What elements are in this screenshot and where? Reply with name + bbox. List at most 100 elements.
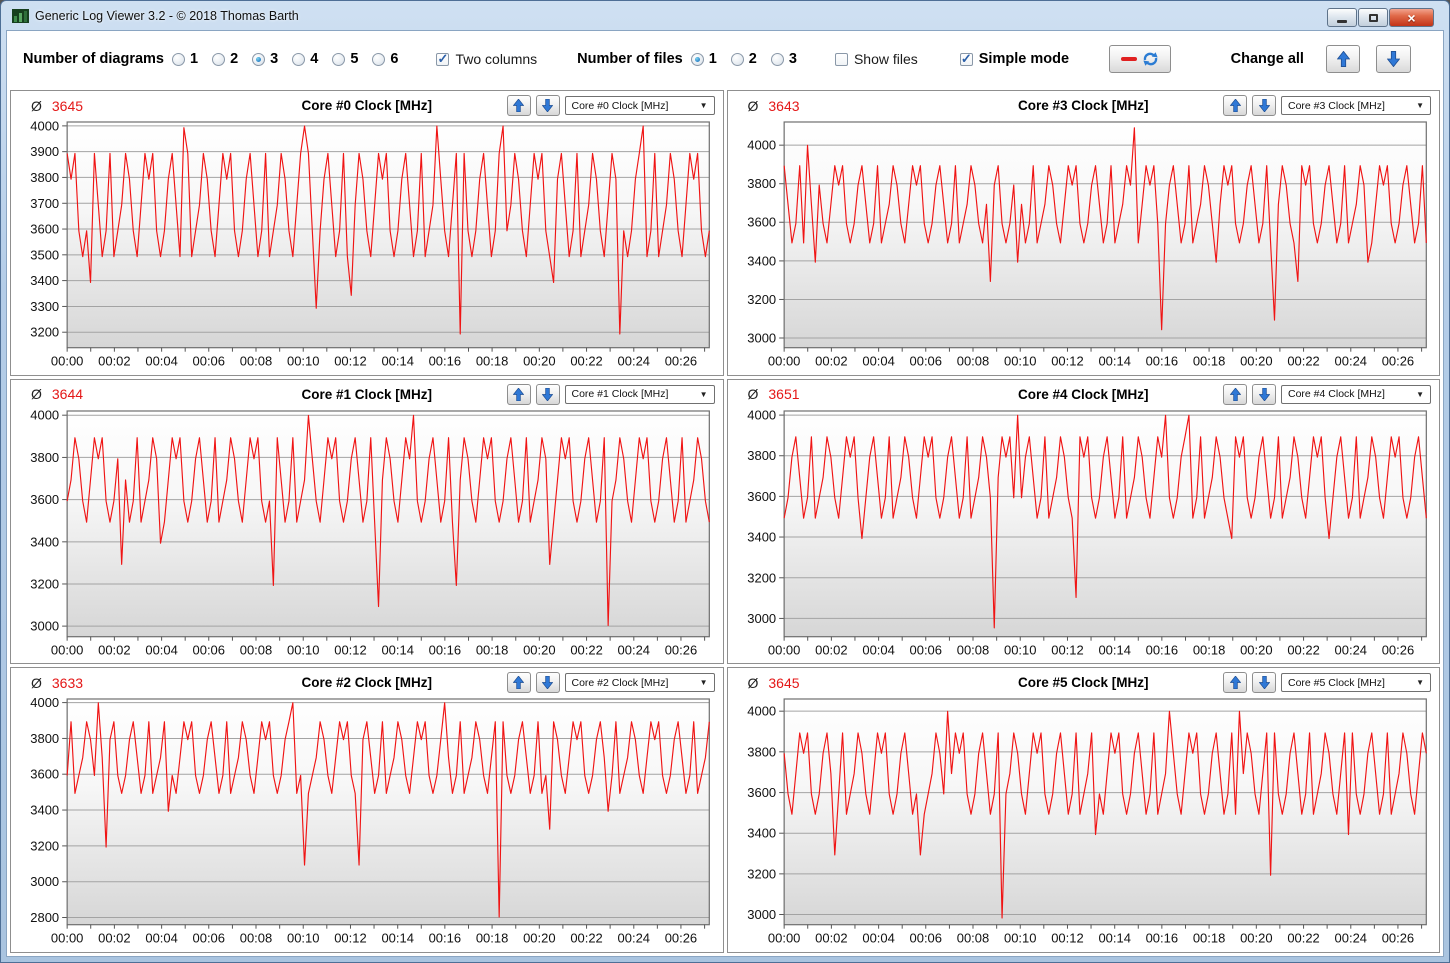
svg-text:00:26: 00:26 — [665, 354, 697, 369]
svg-text:3400: 3400 — [30, 534, 59, 549]
panel-header: Ø 3645 Core #0 Clock [MHz] Core #0 Clock… — [11, 91, 723, 117]
panel-header: Ø 3645 Core #5 Clock [MHz] Core #5 Clock… — [728, 668, 1440, 694]
svg-text:3800: 3800 — [30, 450, 59, 465]
svg-text:00:26: 00:26 — [1381, 642, 1413, 657]
change-all-up-button[interactable] — [1325, 45, 1361, 73]
radio-option-2[interactable]: 2 — [730, 51, 757, 67]
series-select-value: Core #0 Clock [MHz] — [571, 99, 669, 112]
series-select-value: Core #2 Clock [MHz] — [571, 676, 669, 689]
move-up-button[interactable] — [506, 95, 531, 116]
radio-option-2[interactable]: 2 — [212, 51, 238, 67]
svg-text:00:16: 00:16 — [1145, 931, 1177, 946]
svg-text:00:26: 00:26 — [1381, 354, 1413, 369]
svg-text:00:06: 00:06 — [193, 931, 225, 946]
series-select-value: Core #1 Clock [MHz] — [571, 388, 669, 401]
svg-text:00:12: 00:12 — [334, 642, 366, 657]
svg-text:00:06: 00:06 — [909, 642, 941, 657]
series-select[interactable]: Core #2 Clock [MHz] ▼ — [564, 673, 715, 693]
maximize-button[interactable] — [1358, 8, 1388, 27]
svg-text:00:14: 00:14 — [1098, 354, 1130, 369]
svg-text:00:14: 00:14 — [1098, 642, 1130, 657]
series-select[interactable]: Core #4 Clock [MHz] ▼ — [1281, 384, 1431, 404]
radio-icon — [252, 52, 266, 66]
svg-text:3800: 3800 — [30, 170, 59, 185]
radio-option-6[interactable]: 6 — [372, 51, 398, 67]
move-down-button[interactable] — [1252, 672, 1276, 694]
average-value: 3645 — [51, 97, 84, 114]
radio-option-5[interactable]: 5 — [332, 51, 358, 67]
chart-canvas: 3200 3300 3400 3500 3600 3700 3800 3900 4000 00:0… — [30, 118, 710, 369]
chart-panel-core3: Ø 3643 Core #3 Clock [MHz] Core #3 Clock… — [726, 90, 1440, 376]
radio-icon — [690, 52, 704, 66]
move-up-button[interactable] — [506, 383, 531, 405]
svg-text:00:20: 00:20 — [1240, 931, 1272, 946]
series-select[interactable]: Core #5 Clock [MHz] ▼ — [1281, 673, 1431, 693]
chevron-down-icon: ▼ — [1416, 101, 1424, 110]
reset-refresh-button[interactable] — [1109, 45, 1171, 73]
move-up-button[interactable] — [1223, 383, 1247, 405]
svg-text:00:04: 00:04 — [862, 354, 894, 369]
charts-grid: Ø 3645 Core #0 Clock [MHz] Core #0 Clock… — [7, 87, 1443, 956]
show-files-checkbox[interactable]: ✓ Show files — [834, 51, 918, 67]
svg-text:00:26: 00:26 — [665, 931, 697, 946]
radio-option-1[interactable]: 1 — [172, 51, 198, 67]
window-title: Generic Log Viewer 3.2 - © 2018 Thomas B… — [35, 8, 299, 23]
refresh-icon — [1143, 52, 1158, 66]
move-up-button[interactable] — [506, 672, 531, 694]
svg-text:00:06: 00:06 — [909, 931, 941, 946]
radio-icon — [332, 52, 346, 66]
svg-text:00:20: 00:20 — [523, 642, 555, 657]
svg-text:3800: 3800 — [747, 448, 776, 463]
svg-text:3200: 3200 — [747, 570, 776, 585]
svg-text:00:00: 00:00 — [767, 931, 799, 946]
radio-option-3[interactable]: 3 — [252, 51, 278, 67]
series-select[interactable]: Core #0 Clock [MHz] ▼ — [564, 96, 715, 115]
move-down-button[interactable] — [1252, 95, 1276, 116]
svg-text:00:06: 00:06 — [193, 354, 225, 369]
svg-text:3000: 3000 — [30, 875, 59, 890]
move-up-button[interactable] — [1223, 672, 1247, 694]
move-down-button[interactable] — [535, 383, 560, 405]
svg-text:00:22: 00:22 — [1287, 642, 1319, 657]
svg-text:3900: 3900 — [30, 144, 59, 159]
svg-text:00:02: 00:02 — [98, 931, 130, 946]
svg-text:00:02: 00:02 — [98, 354, 130, 369]
file-count-radios: 1 2 3 — [690, 51, 811, 67]
svg-text:2800: 2800 — [30, 910, 59, 925]
radio-option-1[interactable]: 1 — [690, 51, 717, 67]
move-down-button[interactable] — [1252, 383, 1276, 405]
svg-text:4000: 4000 — [747, 704, 776, 719]
chart-panel-core0: Ø 3645 Core #0 Clock [MHz] Core #0 Clock… — [10, 90, 724, 376]
arrow-up-icon — [513, 387, 524, 401]
arrow-up-icon — [1336, 51, 1350, 67]
two-columns-checkbox[interactable]: ✓ Two columns — [436, 51, 537, 67]
svg-text:00:02: 00:02 — [815, 642, 847, 657]
average-symbol: Ø — [747, 386, 759, 403]
radio-option-3[interactable]: 3 — [770, 51, 797, 67]
simple-mode-checkbox[interactable]: ✓ Simple mode — [959, 51, 1069, 67]
svg-text:00:24: 00:24 — [1334, 931, 1366, 946]
svg-text:3600: 3600 — [747, 785, 776, 800]
svg-text:00:18: 00:18 — [476, 642, 508, 657]
files-label: Number of files — [577, 51, 683, 67]
svg-text:00:24: 00:24 — [618, 931, 650, 946]
change-all-down-button[interactable] — [1376, 45, 1411, 73]
minimize-button[interactable] — [1327, 8, 1357, 27]
chevron-down-icon: ▼ — [699, 678, 708, 688]
series-select[interactable]: Core #1 Clock [MHz] ▼ — [564, 384, 715, 404]
move-up-button[interactable] — [1223, 95, 1247, 116]
svg-text:00:04: 00:04 — [862, 642, 894, 657]
radio-option-4[interactable]: 4 — [292, 51, 318, 67]
svg-text:3300: 3300 — [30, 299, 59, 314]
remove-icon — [1120, 57, 1137, 61]
close-button[interactable]: × — [1389, 8, 1434, 27]
series-select[interactable]: Core #3 Clock [MHz] ▼ — [1281, 96, 1431, 115]
arrow-up-icon — [513, 99, 524, 112]
move-down-button[interactable] — [535, 95, 560, 116]
svg-text:4000: 4000 — [30, 407, 59, 422]
move-down-button[interactable] — [535, 672, 560, 694]
two-columns-label: Two columns — [455, 51, 538, 67]
arrow-down-icon — [1258, 99, 1270, 112]
svg-text:00:08: 00:08 — [240, 642, 272, 657]
